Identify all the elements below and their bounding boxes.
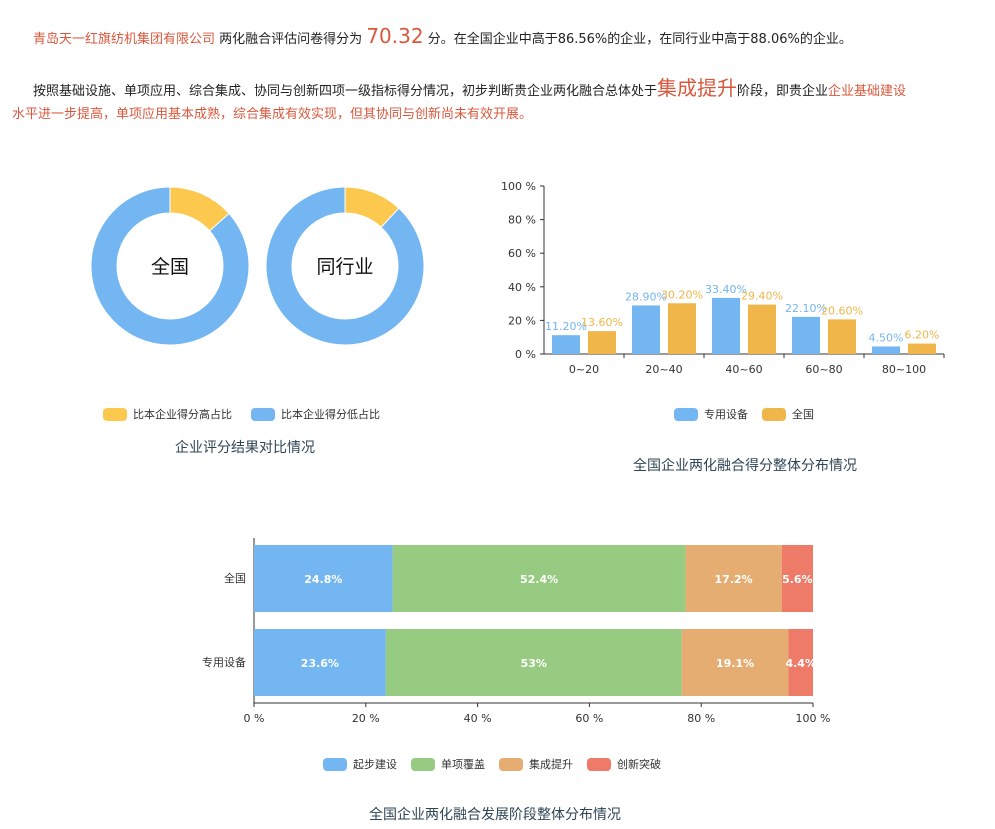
bar-data-label: 13.60%: [581, 316, 623, 329]
bar-data-label: 4.50%: [869, 331, 904, 344]
legend-label: 起步建设: [353, 758, 397, 771]
bar-data-label: 11.20%: [545, 320, 587, 333]
segment-data-label: 23.6%: [301, 657, 339, 670]
bar-chart-title: 全国企业两化融合得分整体分布情况: [633, 458, 857, 474]
bar-data-label: 22.10%: [785, 302, 827, 315]
y-tick-label: 全国: [224, 571, 246, 585]
bar: [668, 303, 696, 354]
x-tick-label: 20~40: [645, 363, 682, 376]
segment-data-label: 24.8%: [304, 573, 342, 586]
donut-center-label: 同行业: [316, 256, 373, 278]
x-tick-label: 40 %: [464, 712, 492, 725]
legend-label: 单项覆盖: [441, 758, 485, 771]
segment-data-label: 19.1%: [716, 657, 754, 670]
stack-legend-3[interactable]: 创新突破: [587, 756, 661, 772]
stacked-bar-segment: [385, 629, 682, 696]
stage-value: 集成提升: [657, 76, 738, 100]
donut-legend-high[interactable]: 比本企业得分高占比: [103, 406, 232, 422]
score-value: 70.32: [366, 24, 424, 48]
y-tick-label: 20 %: [508, 314, 536, 327]
legend-label: 集成提升: [529, 758, 573, 771]
summary-line-2: 按照基础设施、单项应用、综合集成、协同与创新四项一级指标得分情况，初步判断贵企业…: [33, 72, 906, 101]
x-tick-label: 60 %: [575, 712, 603, 725]
summary-text: 两化融合评估问卷得分为: [219, 32, 363, 47]
bar: [748, 304, 776, 354]
legend-label: 专用设备: [704, 408, 748, 421]
legend-swatch: [103, 407, 127, 421]
legend-label: 比本企业得分低占比: [281, 408, 380, 421]
y-tick-label: 60 %: [508, 247, 536, 260]
y-tick-label: 专用设备: [202, 655, 246, 669]
x-tick-label: 80~100: [882, 363, 926, 376]
donut-slice: [90, 186, 250, 346]
stack-legend-1[interactable]: 单项覆盖: [411, 756, 485, 772]
legend-swatch: [411, 757, 435, 771]
legend-swatch: [762, 407, 786, 421]
evaluation-text: 企业基础建设: [828, 84, 907, 99]
stack-legend-0[interactable]: 起步建设: [323, 756, 397, 772]
bar: [588, 331, 616, 354]
legend-swatch: [323, 757, 347, 771]
stacked-bar-segment: [254, 629, 386, 696]
summary-line-1: 青岛天一红旗纺机集团有限公司 两化融合评估问卷得分为 70.32 分。在全国企业…: [33, 24, 852, 48]
stack-legend-2[interactable]: 集成提升: [499, 756, 573, 772]
y-tick-label: 0 %: [515, 348, 536, 361]
legend-swatch: [499, 757, 523, 771]
donut-legend-low[interactable]: 比本企业得分低占比: [251, 406, 380, 422]
bar-data-label: 20.60%: [821, 304, 863, 317]
evaluation-text: 水平进一步提高，单项应用基本成熟，综合集成有效实现，但其协同与创新尚未有效开展。: [12, 107, 533, 122]
stacked-bar-segment: [788, 629, 813, 696]
legend-swatch: [251, 407, 275, 421]
bar-data-label: 6.20%: [905, 329, 940, 342]
bar: [908, 343, 936, 354]
x-tick-label: 0 %: [244, 712, 265, 725]
bar-data-label: 29.40%: [741, 290, 783, 303]
stacked-bar-segment: [681, 629, 789, 696]
summary-text: 分。在全国企业中高于86.56%的企业，在同行业中高于88.06%的企业。: [427, 32, 852, 47]
y-tick-label: 80 %: [508, 214, 536, 227]
bar: [792, 316, 820, 354]
x-tick-label: 40~60: [725, 363, 762, 376]
summary-text: 按照基础设施、单项应用、综合集成、协同与创新四项一级指标得分情况，初步判断贵企业…: [33, 84, 658, 99]
segment-data-label: 5.6%: [782, 573, 813, 586]
summary-text: 阶段，即贵企业: [737, 84, 829, 99]
legend-swatch: [587, 757, 611, 771]
bar-data-label: 28.90%: [625, 290, 667, 303]
bar: [828, 319, 856, 354]
donut-slice: [265, 186, 425, 346]
legend-swatch: [674, 407, 698, 421]
stacked-bar-segment: [392, 545, 686, 612]
x-tick-label: 0~20: [569, 363, 599, 376]
stacked-bar-segment: [781, 545, 813, 612]
x-tick-label: 100 %: [796, 712, 831, 725]
segment-data-label: 53%: [521, 657, 547, 670]
y-tick-label: 40 %: [508, 281, 536, 294]
legend-label: 比本企业得分高占比: [133, 408, 232, 421]
bar-legend-national[interactable]: 全国: [762, 406, 814, 422]
x-tick-label: 80 %: [687, 712, 715, 725]
bar-legend-special[interactable]: 专用设备: [674, 406, 748, 422]
bar: [712, 297, 740, 354]
stacked-bar-segment: [685, 545, 782, 612]
bar-data-label: 30.20%: [661, 288, 703, 301]
bar-data-label: 33.40%: [705, 283, 747, 296]
x-tick-label: 20 %: [352, 712, 380, 725]
legend-label: 创新突破: [617, 758, 661, 771]
stacked-bar-segment: [254, 545, 393, 612]
stack-chart-title: 全国企业两化融合发展阶段整体分布情况: [369, 807, 621, 823]
bar: [552, 335, 580, 354]
segment-data-label: 4.4%: [785, 657, 816, 670]
segment-data-label: 52.4%: [520, 573, 558, 586]
donut-center-label: 全国: [151, 256, 189, 278]
segment-data-label: 17.2%: [715, 573, 753, 586]
donut-chart-title: 企业评分结果对比情况: [175, 440, 315, 456]
company-name: 青岛天一红旗纺机集团有限公司: [33, 32, 216, 47]
legend-label: 全国: [792, 408, 814, 421]
y-tick-label: 100 %: [501, 180, 536, 193]
bar: [632, 305, 660, 354]
bar: [872, 346, 900, 354]
x-tick-label: 60~80: [805, 363, 842, 376]
